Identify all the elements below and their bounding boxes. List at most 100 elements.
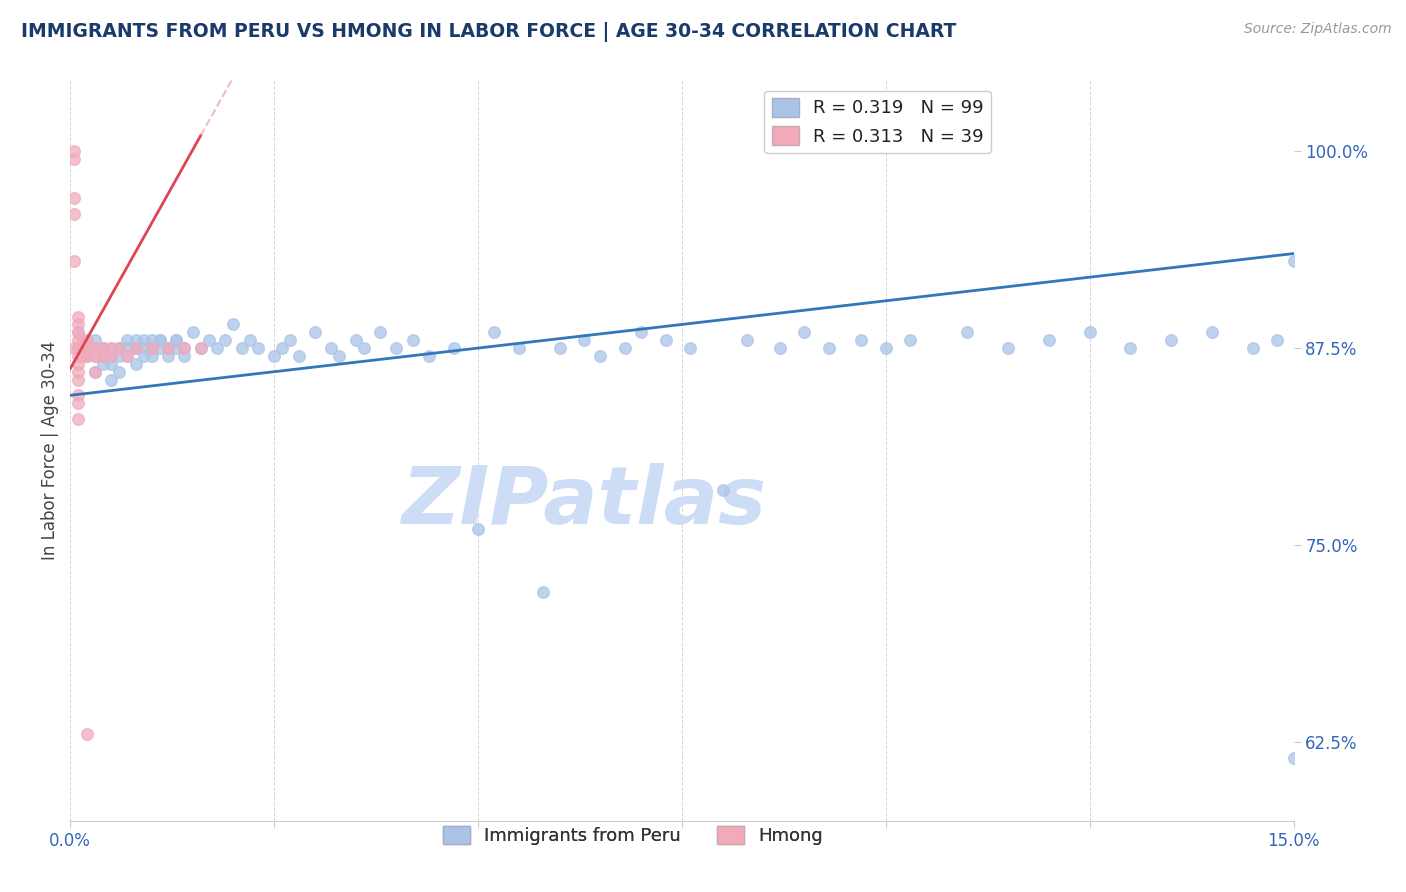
Point	[572, 333, 595, 347]
Point	[205, 341, 228, 355]
Point	[76, 341, 98, 355]
Point	[630, 326, 652, 340]
Point	[67, 357, 90, 371]
Point	[898, 333, 921, 347]
Point	[851, 333, 873, 347]
Point	[321, 341, 343, 355]
Point	[589, 349, 612, 363]
Point	[67, 412, 90, 426]
Point	[141, 333, 163, 347]
Point	[280, 333, 302, 347]
Point	[222, 318, 245, 332]
Point	[67, 341, 90, 355]
Point	[83, 349, 105, 363]
Point	[67, 318, 90, 332]
Point	[231, 341, 253, 355]
Point	[1119, 341, 1142, 355]
Point	[76, 727, 98, 741]
Point	[63, 191, 86, 205]
Point	[149, 333, 172, 347]
Point	[484, 326, 506, 340]
Point	[83, 365, 105, 379]
Point	[100, 349, 122, 363]
Point	[385, 341, 408, 355]
Point	[548, 341, 571, 355]
Point	[83, 341, 105, 355]
Point	[83, 333, 105, 347]
Point	[124, 341, 146, 355]
Point	[165, 341, 187, 355]
Point	[124, 357, 146, 371]
Point	[181, 326, 204, 340]
Point	[1201, 326, 1223, 340]
Point	[132, 341, 155, 355]
Point	[117, 341, 139, 355]
Point	[83, 365, 105, 379]
Point	[91, 341, 114, 355]
Point	[1078, 326, 1101, 340]
Point	[353, 341, 375, 355]
Point	[654, 333, 676, 347]
Point	[239, 333, 262, 347]
Point	[328, 349, 350, 363]
Point	[124, 333, 146, 347]
Point	[157, 349, 180, 363]
Point	[198, 333, 221, 347]
Point	[91, 349, 114, 363]
Point	[467, 522, 489, 536]
Point	[508, 341, 530, 355]
Point	[63, 341, 86, 355]
Point	[83, 341, 105, 355]
Point	[72, 333, 94, 347]
Point	[100, 349, 122, 363]
Point	[91, 357, 114, 371]
Point	[108, 341, 131, 355]
Point	[157, 341, 180, 355]
Point	[76, 333, 98, 347]
Point	[108, 349, 131, 363]
Point	[613, 341, 636, 355]
Point	[91, 341, 114, 355]
Point	[141, 349, 163, 363]
Point	[124, 341, 146, 355]
Point	[157, 341, 180, 355]
Point	[368, 326, 391, 340]
Point	[190, 341, 212, 355]
Point	[1038, 333, 1060, 347]
Point	[67, 388, 90, 402]
Point	[344, 333, 367, 347]
Point	[67, 326, 90, 340]
Point	[100, 341, 122, 355]
Point	[67, 326, 90, 340]
Point	[149, 341, 172, 355]
Point	[1282, 254, 1305, 268]
Point	[246, 341, 269, 355]
Point	[141, 341, 163, 355]
Point	[63, 144, 86, 158]
Point	[173, 341, 195, 355]
Point	[76, 349, 98, 363]
Point	[287, 349, 309, 363]
Text: ZIPatlas: ZIPatlas	[402, 463, 766, 541]
Point	[443, 341, 465, 355]
Point	[735, 333, 758, 347]
Point	[117, 333, 139, 347]
Point	[1160, 333, 1182, 347]
Point	[132, 349, 155, 363]
Point	[149, 333, 172, 347]
Point	[63, 254, 86, 268]
Point	[124, 341, 146, 355]
Point	[1282, 750, 1305, 764]
Point	[997, 341, 1019, 355]
Point	[141, 341, 163, 355]
Point	[67, 349, 90, 363]
Point	[173, 341, 195, 355]
Point	[817, 341, 839, 355]
Point	[67, 365, 90, 379]
Point	[402, 333, 425, 347]
Point	[108, 365, 131, 379]
Point	[67, 373, 90, 387]
Point	[875, 341, 897, 355]
Point	[165, 333, 187, 347]
Point	[117, 349, 139, 363]
